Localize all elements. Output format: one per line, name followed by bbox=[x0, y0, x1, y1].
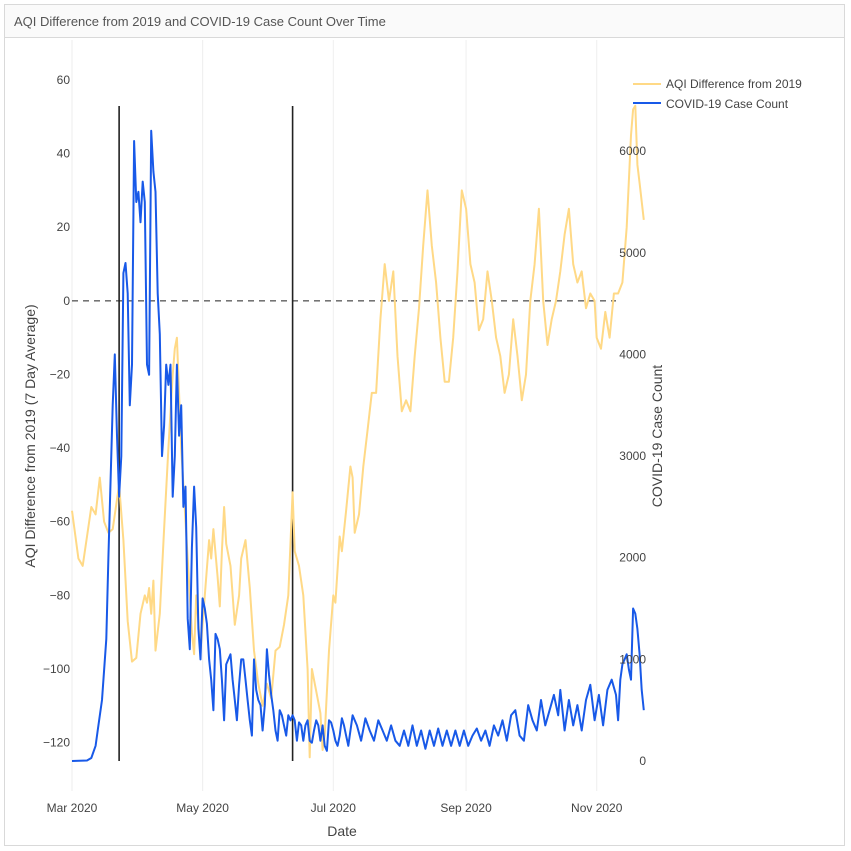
y-tick-label: −60 bbox=[50, 515, 71, 529]
legend-label-aqi: AQI Difference from 2019 bbox=[666, 77, 802, 91]
reference-lines bbox=[72, 106, 616, 761]
y2-tick-label: 6000 bbox=[619, 144, 646, 158]
legend-item-cases[interactable]: COVID-19 Case Count bbox=[633, 97, 789, 111]
x-tick-label: Mar 2020 bbox=[47, 801, 98, 815]
y-tick-label: −80 bbox=[50, 588, 71, 602]
y2-tick-label: 5000 bbox=[619, 246, 646, 260]
grid bbox=[71, 40, 598, 791]
y2-tick-label: 3000 bbox=[619, 449, 646, 463]
y-tick-label: −40 bbox=[50, 441, 71, 455]
y-tick-label: 60 bbox=[57, 73, 71, 87]
y2-tick-label: 1000 bbox=[619, 652, 646, 666]
legend[interactable]: AQI Difference from 2019 COVID-19 Case C… bbox=[633, 77, 802, 111]
panel-title: AQI Difference from 2019 and COVID-19 Ca… bbox=[14, 14, 386, 29]
y-tick-label: −20 bbox=[50, 367, 71, 381]
y-tick-label: 40 bbox=[57, 147, 71, 161]
tick-labels: Mar 2020 May 2020 Jul 2020 Sep 2020 Nov 2020… bbox=[43, 73, 646, 815]
aqi-difference-line[interactable] bbox=[71, 104, 645, 759]
y-tick-label: −120 bbox=[43, 736, 70, 750]
y-tick-label: −100 bbox=[43, 662, 70, 676]
y2-tick-label: 4000 bbox=[619, 347, 646, 361]
x-tick-label: Sep 2020 bbox=[440, 801, 492, 815]
x-tick-label: Nov 2020 bbox=[571, 801, 623, 815]
legend-item-aqi[interactable]: AQI Difference from 2019 bbox=[633, 77, 802, 91]
x-tick-label: May 2020 bbox=[176, 801, 229, 815]
y-axis-title: AQI Difference from 2019 (7 Day Average) bbox=[22, 304, 38, 567]
y-tick-label: 20 bbox=[57, 220, 71, 234]
panel-header: AQI Difference from 2019 and COVID-19 Ca… bbox=[5, 5, 844, 38]
y-tick-label: 0 bbox=[63, 294, 70, 308]
series-lines bbox=[71, 104, 645, 762]
x-axis-title: Date bbox=[327, 823, 357, 839]
legend-label-cases: COVID-19 Case Count bbox=[666, 97, 789, 111]
covid-case-count-line[interactable] bbox=[71, 129, 645, 762]
chart-panel: AQI Difference from 2019 and COVID-19 Ca… bbox=[4, 4, 845, 846]
x-tick-label: Jul 2020 bbox=[311, 801, 357, 815]
y2-tick-label: 0 bbox=[639, 754, 646, 768]
y2-axis-title: COVID-19 Case Count bbox=[649, 365, 665, 508]
y2-tick-label: 2000 bbox=[619, 551, 646, 565]
